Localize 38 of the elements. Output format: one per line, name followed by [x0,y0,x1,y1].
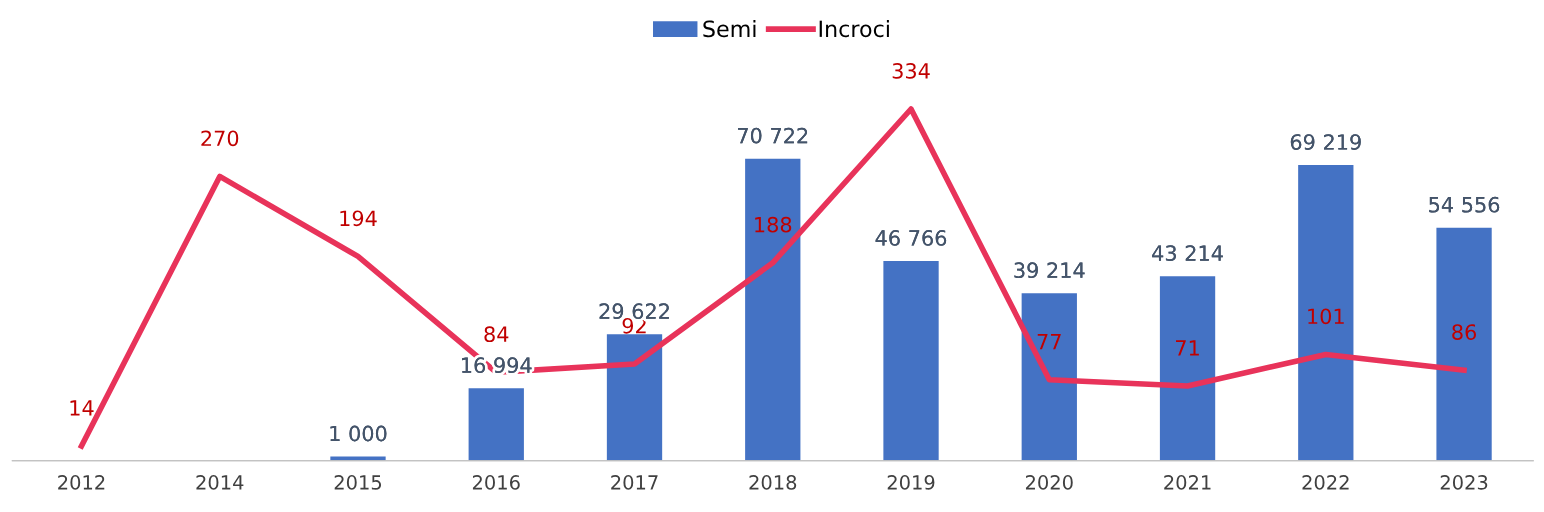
data-label: 14 [70,400,94,416]
x-tick-label: 2016 [472,475,520,490]
data-label: 86 [1452,324,1477,340]
bar [468,388,524,461]
data-label: 77 [1037,333,1061,350]
data-label: 1 000 [330,425,387,442]
x-tick-label: 2017 [611,475,658,490]
bar [1436,227,1492,461]
bar [1021,293,1077,461]
x-tick-label: 2020 [1025,475,1073,490]
data-label: 270 [201,130,239,147]
data-label: 43 214 [1152,245,1223,262]
x-tick-label: 2023 [1440,475,1488,490]
x-tick-label: 2014 [196,475,244,490]
bar [883,260,939,461]
data-label: 70 722 [738,127,808,144]
x-tick-label: 2019 [887,475,935,490]
bar [1159,276,1216,461]
data-label: 39 214 [1014,262,1085,279]
data-label: 54 556 [1429,196,1500,213]
bar [1298,165,1354,461]
x-tick-label: 2021 [1164,475,1211,490]
legend-label: Semi [703,20,756,38]
data-label: 71 [1176,340,1199,356]
legend-label: Incroci [819,20,889,38]
data-label: 334 [892,62,930,79]
x-tick-label: 2018 [749,475,797,490]
data-label: 194 [340,210,377,227]
data-label: 101 [1308,308,1344,325]
bar [606,334,663,461]
data-label: 188 [755,216,792,233]
data-label: 46 766 [875,230,947,246]
x-tick-label: 2015 [334,475,382,490]
x-tick-label: 2012 [58,475,105,490]
bar [745,158,801,461]
data-label: 84 [484,326,509,343]
data-label: 69 219 [1290,134,1361,150]
x-tick-label: 2022 [1302,475,1349,490]
